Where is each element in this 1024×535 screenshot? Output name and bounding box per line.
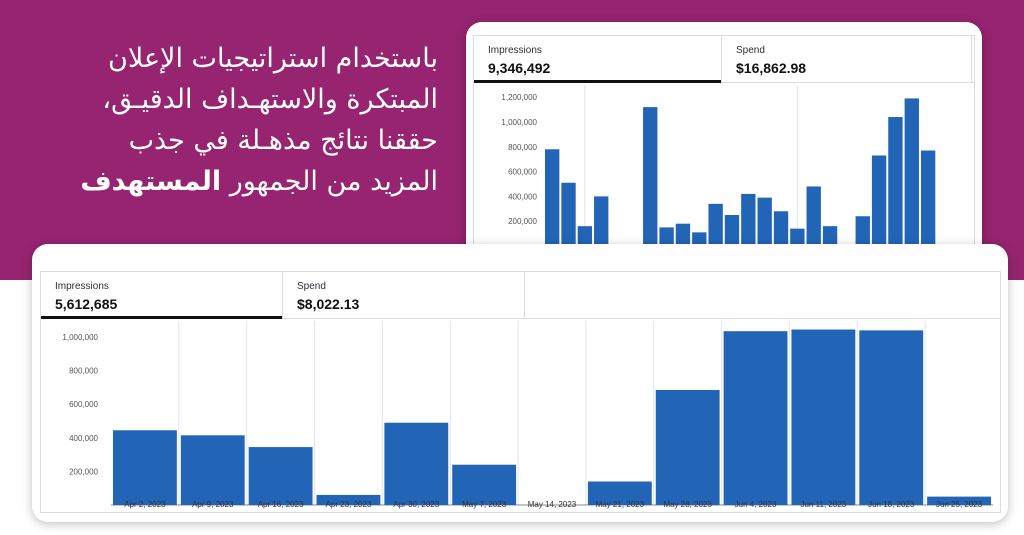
tab-spend-value: $16,862.98 bbox=[736, 60, 807, 76]
x-axis-tick-label: Apr 9, 2023 bbox=[192, 500, 234, 509]
x-axis-tick-label: Jun 4, 2023 bbox=[735, 500, 777, 509]
top-chart-panel: Impressions 9,346,492 Spend $16,862.98 2… bbox=[473, 35, 975, 273]
x-axis-tick-label: Apr 2, 2023 bbox=[124, 500, 166, 509]
bar bbox=[577, 226, 593, 246]
tab-impressions-label: Impressions bbox=[488, 45, 542, 56]
x-axis-tick-label: Apr 16, 2023 bbox=[258, 500, 304, 509]
headline-line-1: باستخدام استراتيجيات الإعلان bbox=[108, 43, 438, 74]
bar bbox=[888, 117, 903, 246]
bottom-impressions-chart: 200,000 400,000 600,000 800,000 1,000,000 Apr… bbox=[62, 321, 993, 509]
y-axis-tick-label: 200,000 bbox=[69, 467, 98, 476]
bar bbox=[791, 329, 856, 505]
tab-impressions[interactable]: Impressions 9,346,492 bbox=[474, 36, 722, 83]
bar bbox=[790, 228, 805, 246]
tab-impressions-value: 5,612,685 bbox=[55, 296, 118, 312]
y-axis-tick-label: 400,000 bbox=[508, 192, 537, 201]
bar bbox=[561, 182, 576, 246]
x-axis-tick-label: Apr 30, 2023 bbox=[393, 500, 439, 509]
bar bbox=[724, 215, 740, 246]
tab-spend-label: Spend bbox=[736, 45, 765, 56]
bar bbox=[180, 435, 245, 505]
y-axis-tick-label: 1,000,000 bbox=[501, 118, 537, 127]
bar bbox=[113, 430, 177, 505]
x-axis-tick-label: Jun 18, 2023 bbox=[868, 500, 915, 509]
bar bbox=[723, 331, 788, 505]
bar bbox=[920, 150, 936, 246]
headline-line-2: المبتكرة والاستهـداف الدقيـق، bbox=[102, 84, 438, 115]
top-metric-tabs: Impressions 9,346,492 Spend $16,862.98 bbox=[474, 36, 974, 83]
x-axis-tick-label: May 14, 2023 bbox=[528, 500, 577, 509]
x-axis-tick-label: May 21, 2023 bbox=[596, 500, 645, 509]
bar bbox=[545, 149, 560, 246]
bar bbox=[927, 496, 991, 505]
bar bbox=[757, 197, 772, 246]
tab-empty bbox=[525, 272, 1000, 318]
bar bbox=[587, 481, 652, 505]
bottom-chart-card: Impressions 5,612,685 Spend $8,022.13 20… bbox=[32, 244, 1008, 522]
tab-spend-value: $8,022.13 bbox=[297, 296, 360, 312]
bar bbox=[643, 107, 658, 247]
top-impressions-chart: 200,000 400,000 600,000 800,000 1,000,000 1,2… bbox=[501, 85, 969, 262]
x-axis-tick-label: May 28, 2023 bbox=[663, 500, 712, 509]
bar bbox=[871, 155, 887, 246]
x-axis-tick-label: Jun 11, 2023 bbox=[801, 500, 847, 509]
y-axis-tick-label: 800,000 bbox=[508, 143, 537, 152]
bar bbox=[675, 223, 691, 246]
tab-spend[interactable]: Spend $16,862.98 bbox=[722, 36, 972, 82]
bar bbox=[384, 422, 449, 505]
headline-line-3: حققنا نتائج مذهـلة في جذب bbox=[128, 125, 438, 156]
y-axis-tick-label: 400,000 bbox=[69, 434, 98, 443]
bar bbox=[594, 196, 609, 246]
bar bbox=[773, 211, 789, 246]
y-axis-tick-label: 200,000 bbox=[508, 217, 537, 226]
tab-spend-label: Spend bbox=[297, 281, 326, 292]
x-axis-tick-label: May 7, 2023 bbox=[462, 500, 507, 509]
bottom-metric-tabs: Impressions 5,612,685 Spend $8,022.13 bbox=[41, 272, 1000, 319]
bar bbox=[822, 226, 838, 246]
bar bbox=[655, 389, 720, 505]
x-axis-tick-label: Apr 23, 2023 bbox=[326, 500, 372, 509]
y-axis-tick-label: 800,000 bbox=[69, 367, 98, 376]
tab-impressions-label: Impressions bbox=[55, 281, 109, 292]
x-axis-tick-label: Jun 25, 2023 bbox=[936, 500, 983, 509]
bar bbox=[452, 464, 517, 505]
tab-spend[interactable]: Spend $8,022.13 bbox=[283, 272, 525, 318]
headline-line-4-regular: المزيد من الجمهور bbox=[229, 166, 438, 197]
y-axis-tick-label: 600,000 bbox=[69, 400, 98, 409]
y-axis-tick-label: 1,200,000 bbox=[501, 93, 537, 102]
tab-impressions[interactable]: Impressions 5,612,685 bbox=[41, 272, 283, 319]
bar bbox=[855, 216, 870, 246]
headline-line-4-bold: المستهدف bbox=[80, 166, 222, 197]
top-chart-card: Impressions 9,346,492 Spend $16,862.98 2… bbox=[466, 22, 982, 278]
bar bbox=[806, 186, 821, 246]
bottom-chart-panel: Impressions 5,612,685 Spend $8,022.13 20… bbox=[40, 271, 1001, 513]
headline: باستخدام استراتيجيات الإعلان المبتكرة وا… bbox=[18, 38, 438, 202]
headline-line-4: المزيد من الجمهور المستهدف bbox=[18, 161, 438, 202]
bar bbox=[859, 330, 924, 505]
bar bbox=[708, 203, 723, 246]
y-axis-tick-label: 600,000 bbox=[508, 168, 537, 177]
bar bbox=[741, 193, 756, 246]
bar bbox=[692, 232, 707, 246]
tab-impressions-value: 9,346,492 bbox=[488, 60, 551, 76]
y-axis-tick-label: 1,000,000 bbox=[62, 333, 98, 342]
bar bbox=[659, 227, 674, 246]
bar bbox=[316, 494, 381, 505]
bar bbox=[904, 98, 919, 246]
bar bbox=[248, 447, 313, 505]
